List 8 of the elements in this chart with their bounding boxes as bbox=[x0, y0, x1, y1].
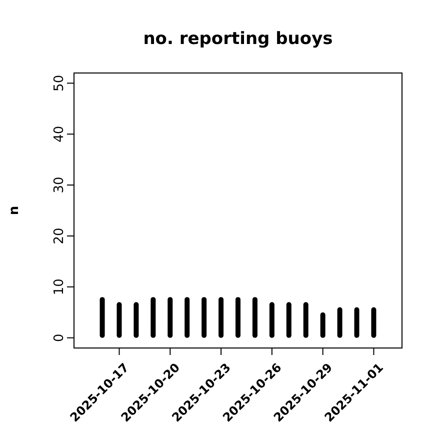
y-tick-label: 30 bbox=[52, 176, 67, 194]
chart-title: no. reporting buoys bbox=[143, 29, 333, 49]
y-tick-label: 20 bbox=[52, 228, 67, 244]
y-tick-label: 50 bbox=[52, 74, 67, 92]
y-tick-label: 40 bbox=[52, 126, 67, 142]
y-tick-label: 0 bbox=[52, 334, 67, 342]
y-tick-label: 10 bbox=[52, 278, 67, 296]
y-axis-title: n bbox=[7, 206, 22, 216]
